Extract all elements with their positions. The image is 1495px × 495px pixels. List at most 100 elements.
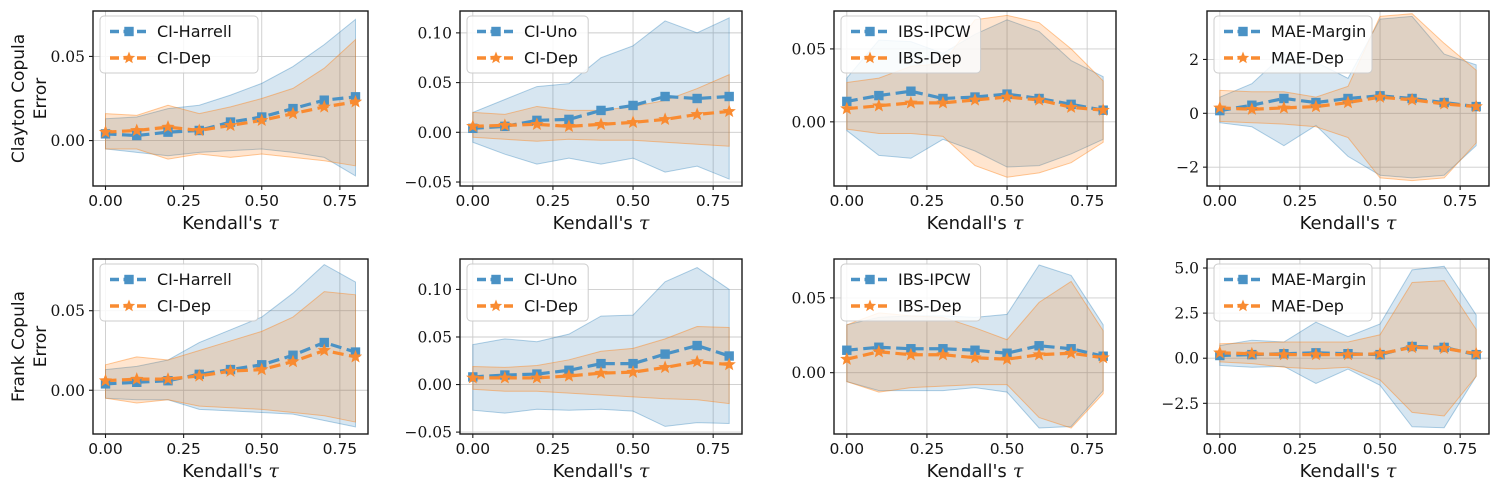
series-markers-CI-Dep — [465, 354, 736, 384]
legend-label: IBS-Dep — [898, 49, 962, 68]
y-tick-label: 0.00 — [417, 376, 452, 394]
x-tick-label: 0.50 — [244, 440, 279, 458]
subplot-clayton-ci-harrell: 0.00 0.25 0.50 0.75 0.00 0.05 Kendall's τ Clayto… — [9, 10, 369, 234]
legend-label: CI-Dep — [157, 296, 211, 315]
confidence-band-CI-Dep — [105, 290, 356, 423]
series-line-IBS-Dep — [846, 95, 1103, 112]
y-tick-label: 0.10 — [417, 280, 452, 298]
x-axis-ticks: 0.00 0.25 0.50 0.75 — [88, 433, 357, 458]
series-line-IBS-Dep — [845, 349, 1103, 361]
y-axis-ticks: −2 0 2 — [1176, 51, 1208, 177]
series-line-MAE-Dep — [1220, 345, 1477, 356]
series-markers-MAE-Dep — [1213, 90, 1484, 115]
y-tick-label: 0.00 — [417, 124, 452, 142]
legend-item-CI-Harrell: CI-Harrell — [110, 270, 232, 289]
x-axis-label: Kendall's τ — [552, 460, 649, 482]
x-tick-label: 0.75 — [1069, 192, 1104, 210]
axes-spines — [1206, 10, 1490, 187]
x-tick-label: 0.00 — [829, 440, 864, 458]
y-tick-label: 0.05 — [417, 74, 452, 92]
legend-item-IBS-Dep: IBS-Dep — [850, 296, 962, 315]
x-tick-label: 0.25 — [909, 440, 944, 458]
x-tick-label: 0.75 — [1443, 192, 1478, 210]
series-markers-MAE-Dep — [1213, 339, 1484, 360]
y-tick-label: −0.05 — [404, 174, 452, 192]
subplot-cell: 0.00 0.25 0.50 0.75 0.00 0.05 Kendall's τ Frank … — [0, 248, 374, 495]
x-tick-label: 0.00 — [88, 192, 123, 210]
x-axis-ticks: 0.00 0.25 0.50 0.75 — [829, 433, 1104, 458]
x-axis-label: Kendall's τ — [926, 460, 1023, 482]
plot-area — [98, 18, 363, 177]
svg-text:Error: Error — [31, 325, 51, 366]
subplot-cell: 0.00 0.25 0.50 0.75 −0.05 0.00 0.05 0.10 Kendall… — [374, 0, 748, 248]
legend-item-MAE-Margin: MAE-Margin — [1224, 270, 1367, 289]
x-tick-label: 0.25 — [1283, 440, 1318, 458]
x-axis-label: Kendall's τ — [182, 460, 279, 482]
x-tick-label: 0.50 — [1363, 192, 1398, 210]
subplot-clayton-ci-uno: 0.00 0.25 0.50 0.75−0.050.000.050.10Kendall… — [404, 10, 743, 234]
x-tick-label: 0.50 — [244, 192, 279, 210]
legend-label: CI-Uno — [524, 22, 577, 41]
x-axis-label: Kendall's τ — [1300, 212, 1397, 234]
axes-spines — [459, 257, 743, 435]
x-tick-label: 0.75 — [696, 192, 731, 210]
legend-label: CI-Harrell — [157, 22, 232, 41]
y-axis-ticks: 0.00 0.05 — [50, 48, 93, 150]
subplot-frank-ci-uno: 0.00 0.25 0.50 0.75−0.050.000.050.10Kendall… — [404, 257, 743, 482]
y-tick-label: 0.05 — [50, 302, 85, 320]
y-tick-label: 0.05 — [791, 40, 826, 58]
legend-item-IBS-IPCW: IBS-IPCW — [850, 22, 970, 41]
legend-item-IBS-IPCW: IBS-IPCW — [850, 270, 970, 289]
subplot-frank-ibs: 0.00 0.25 0.50 0.75 0.00 0.05 Kendall's τ IBS-IP… — [791, 257, 1117, 482]
y-axis-label: Frank Copula Error — [9, 291, 51, 402]
x-axis-ticks: 0.00 0.25 0.50 0.75 — [1203, 433, 1478, 458]
axes-spines — [832, 257, 1117, 435]
y-tick-label: −2.5 — [1162, 394, 1200, 412]
confidence-band-CI-Uno — [472, 17, 730, 180]
y-tick-label: 2 — [1189, 51, 1199, 69]
x-axis-ticks: 0.00 0.25 0.50 0.75 — [829, 186, 1104, 210]
x-tick-label: 0.75 — [1069, 440, 1104, 458]
y-tick-label: 0.0 — [1175, 349, 1200, 367]
x-tick-label: 0.25 — [909, 192, 944, 210]
x-tick-label: 0.00 — [455, 440, 490, 458]
y-tick-label: −0.05 — [404, 423, 452, 441]
legend-label: CI-Harrell — [157, 270, 232, 289]
y-tick-label: 0.05 — [417, 328, 452, 346]
legend-label: MAE-Dep — [1271, 49, 1344, 68]
y-tick-label: 0.05 — [791, 289, 826, 307]
legend: CI-Harrell CI-Dep — [99, 263, 259, 321]
x-tick-label: 0.00 — [455, 192, 490, 210]
subplot-clayton-mae: 0.00 0.25 0.50 0.75 −2 0 2 Kendall's τ MAE-Margin… — [1176, 10, 1490, 234]
legend: CI-Harrell CI-Dep — [99, 15, 259, 74]
y-tick-label: 2.5 — [1175, 304, 1200, 322]
y-tick-label: 0 — [1189, 105, 1199, 123]
legend-label: IBS-Dep — [898, 296, 962, 315]
series-markers-IBS-Dep — [839, 344, 1110, 365]
subplot-cell: 0.00 0.25 0.50 0.75 0.00 0.05 Kendall's τ IBS-IP… — [748, 0, 1122, 248]
x-tick-label: 0.25 — [535, 440, 570, 458]
subplot-cell: 0.00 0.25 0.50 0.75 −0.05 0.00 0.05 0.10 Kendall… — [374, 248, 748, 495]
legend-item-IBS-Dep: IBS-Dep — [850, 49, 962, 68]
y-axis-label: Clayton Copula Error — [9, 34, 51, 163]
y-axis-ticks: 0.00 0.05 — [50, 302, 93, 399]
legend-item-MAE-Dep: MAE-Dep — [1224, 296, 1344, 315]
legend-item-CI-Harrell: CI-Harrell — [110, 22, 232, 41]
x-axis-ticks: 0.00 0.25 0.50 0.75 — [455, 186, 730, 210]
axes-spines — [92, 10, 369, 187]
x-tick-label: 0.00 — [1203, 440, 1238, 458]
x-axis-ticks: 0.00 0.25 0.50 0.75 — [88, 186, 357, 210]
legend: CI-Uno CI-Dep — [466, 263, 589, 321]
x-axis-label: Kendall's τ — [1300, 460, 1397, 482]
plot-area — [465, 17, 736, 180]
legend-label: MAE-Margin — [1271, 270, 1366, 289]
subplot-cell: 0.00 0.25 0.50 0.75 0.00 0.05 Kendall's τ IBS-IP… — [748, 248, 1122, 495]
legend-item-CI-Dep: CI-Dep — [476, 49, 578, 68]
x-axis-ticks: 0.00 0.25 0.50 0.75 — [455, 433, 730, 458]
legend-item-CI-Dep: CI-Dep — [110, 49, 211, 68]
y-tick-label: 5.0 — [1175, 259, 1200, 277]
x-tick-label: 0.00 — [829, 192, 864, 210]
subplot-cell: 0.00 0.25 0.50 0.75 −2.5 0.0 2.5 5.0 Kendall's τ M… — [1121, 248, 1495, 495]
subplot-frank-ci-harrell: 0.00 0.25 0.50 0.75 0.00 0.05 Kendall's τ Frank … — [9, 257, 369, 482]
